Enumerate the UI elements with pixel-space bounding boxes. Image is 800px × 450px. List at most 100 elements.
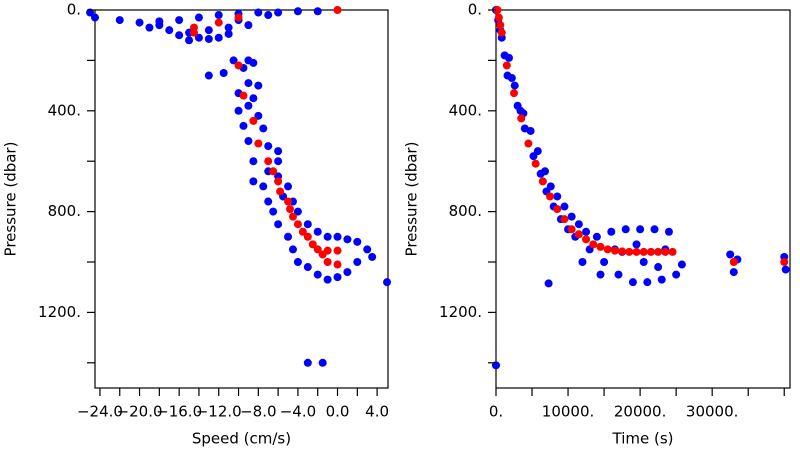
point [621, 225, 630, 234]
x-tick-label: −16.0 [156, 403, 202, 421]
point [668, 247, 677, 256]
point [229, 56, 238, 65]
point [603, 245, 612, 254]
point [323, 275, 332, 284]
point [780, 258, 789, 266]
y-axis-label: Pressure (dbar) [403, 142, 421, 257]
point [628, 278, 637, 287]
point [274, 147, 283, 156]
point [343, 235, 352, 244]
point [614, 270, 623, 279]
point [333, 232, 342, 241]
point [531, 159, 540, 168]
point [214, 11, 223, 20]
point [646, 247, 655, 256]
x-axis-label: Time (s) [612, 430, 674, 448]
point [672, 270, 681, 279]
y-tick-label: 400. [449, 101, 482, 119]
point [654, 263, 663, 272]
point [244, 137, 253, 146]
point [234, 13, 243, 22]
point [274, 177, 283, 186]
point [632, 247, 641, 256]
point [293, 7, 302, 16]
point [269, 207, 278, 216]
point [175, 16, 184, 25]
plot-frame [94, 9, 389, 389]
x-tick-label: 4.0 [365, 403, 389, 421]
point [643, 278, 652, 287]
point [264, 157, 273, 166]
point [650, 225, 659, 234]
point [214, 33, 223, 42]
point [639, 258, 648, 266]
point [135, 18, 144, 27]
x-tick-label: −8.0 [240, 403, 276, 421]
point [318, 358, 327, 367]
point [244, 79, 253, 88]
point [249, 94, 258, 103]
point [368, 252, 377, 261]
point [274, 8, 283, 17]
point [204, 71, 213, 80]
point [244, 101, 253, 110]
point [607, 227, 616, 236]
point [249, 177, 258, 186]
point [526, 126, 535, 135]
point [194, 33, 203, 42]
point [654, 247, 663, 256]
point [303, 220, 312, 229]
point [204, 26, 213, 35]
x-tick-label: −4.0 [280, 403, 316, 421]
point [259, 124, 268, 133]
point [303, 263, 312, 272]
point [303, 232, 312, 241]
point [244, 21, 253, 30]
point [276, 187, 285, 196]
point [726, 250, 735, 259]
x-tick-label: −12.0 [196, 403, 242, 421]
point [589, 240, 598, 249]
point [553, 192, 562, 201]
point [363, 245, 372, 254]
point [323, 258, 332, 266]
y-tick-label: 800. [48, 202, 81, 220]
point [781, 265, 790, 274]
point [546, 192, 555, 201]
point [574, 230, 583, 239]
point [333, 6, 342, 14]
point [333, 246, 342, 255]
point [333, 260, 342, 269]
x-tick-label: 0. [489, 403, 503, 421]
point [254, 81, 263, 90]
point [155, 21, 164, 30]
point [298, 227, 307, 236]
point [497, 28, 506, 37]
point [249, 157, 258, 166]
point [664, 227, 673, 236]
point [313, 245, 322, 254]
point [510, 81, 519, 90]
point [293, 258, 302, 266]
y-tick-label: 0. [468, 1, 482, 19]
point [618, 247, 627, 256]
point [254, 139, 263, 148]
x-axis-label: Speed (cm/s) [192, 430, 291, 448]
point [264, 142, 273, 151]
point [661, 247, 670, 256]
point [524, 139, 533, 148]
point [293, 207, 302, 216]
point [219, 69, 228, 77]
x-tick-label: −20.0 [117, 403, 163, 421]
point [224, 29, 233, 38]
point [115, 16, 124, 25]
point [323, 232, 332, 241]
point [303, 358, 312, 367]
point [313, 227, 322, 236]
point [249, 116, 258, 125]
point [214, 18, 223, 27]
point [510, 89, 519, 98]
point [596, 242, 605, 251]
point [507, 74, 516, 83]
point [544, 279, 553, 288]
